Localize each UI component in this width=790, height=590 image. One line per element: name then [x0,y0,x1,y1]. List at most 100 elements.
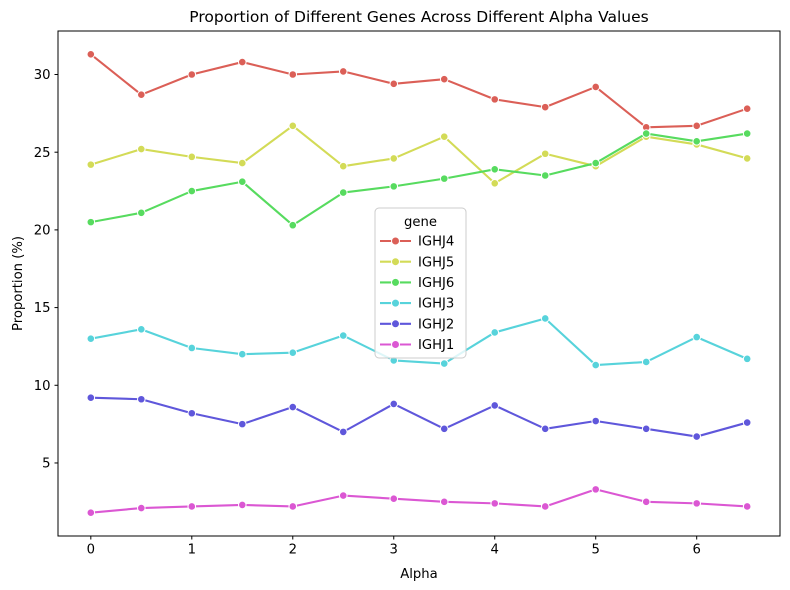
data-point-IGHJ4 [338,67,348,76]
legend-title: gene [404,215,437,230]
plot-border [57,30,781,537]
data-point-IGHJ4 [237,57,247,67]
y-tick-label: 20 [34,223,51,238]
data-point-IGHJ1 [288,502,298,511]
legend-swatch-marker [391,298,400,308]
data-point-IGHJ6 [692,137,701,146]
x-tick-label: 5 [592,543,600,558]
data-point-IGHJ3 [86,334,96,343]
data-point-IGHJ2 [591,416,601,426]
data-point-IGHJ5 [187,152,197,162]
legend-entry-label: IGHJ4 [418,235,454,250]
series-line-IGHJ6 [89,132,749,227]
data-point-IGHJ6 [288,220,298,230]
data-point-IGHJ2 [540,424,550,434]
data-point-IGHJ1 [540,502,550,511]
data-point-IGHJ5 [490,178,500,188]
data-point-IGHJ1 [237,500,247,510]
legend-entry-IGHJ4: IGHJ4 [380,235,454,250]
series-line-IGHJ4 [89,53,749,129]
data-point-IGHJ3 [187,343,197,353]
data-point-IGHJ6 [439,174,449,183]
data-point-IGHJ2 [439,424,449,434]
data-point-IGHJ4 [439,74,449,84]
data-point-IGHJ1 [591,485,601,494]
data-point-IGHJ1 [641,497,651,507]
data-point-IGHJ2 [187,408,197,418]
data-point-IGHJ4 [490,95,500,104]
legend-entry-label: IGHJ5 [418,255,454,270]
legend-entry-label: IGHJ6 [418,276,454,291]
series-line-IGHJ2 [89,396,749,438]
data-point-IGHJ6 [641,129,651,138]
series-layer [86,50,752,517]
x-tick-label: 6 [692,543,700,558]
data-point-IGHJ4 [137,90,146,100]
data-point-IGHJ6 [591,158,601,168]
data-point-IGHJ3 [490,328,500,337]
data-point-IGHJ3 [237,349,247,359]
data-point-IGHJ1 [338,491,348,500]
series-line-IGHJ1 [89,488,749,514]
data-point-IGHJ1 [86,508,96,517]
data-point-IGHJ1 [742,502,752,511]
data-point-IGHJ5 [137,144,146,154]
data-point-IGHJ1 [137,503,146,513]
data-point-IGHJ2 [237,419,247,429]
data-point-IGHJ3 [641,357,651,367]
data-point-IGHJ1 [187,502,197,511]
x-tick-label: 1 [188,543,196,558]
x-tick-label: 2 [289,543,297,558]
data-point-IGHJ6 [237,177,247,187]
data-point-IGHJ4 [288,70,298,79]
legend-entry-label: IGHJ1 [418,338,454,353]
ticks-layer: 0 1 2 3 4 5 6 5 10 15 20 25 30 [34,68,701,557]
data-point-IGHJ5 [237,158,247,168]
data-point-IGHJ3 [540,314,550,323]
x-tick-label: 4 [491,543,499,558]
legend-entry-IGHJ3: IGHJ3 [380,297,454,312]
x-tick-label: 3 [390,543,398,558]
legend-entry-IGHJ2: IGHJ2 [380,317,454,332]
data-point-IGHJ2 [86,393,96,403]
y-tick-label: 25 [34,146,51,161]
data-point-IGHJ5 [288,121,298,131]
data-point-IGHJ6 [86,217,96,227]
y-tick-label: 15 [34,301,51,316]
data-point-IGHJ5 [742,154,752,163]
data-point-IGHJ2 [137,394,146,404]
data-point-IGHJ2 [641,424,651,434]
data-point-IGHJ6 [540,171,550,180]
data-point-IGHJ1 [439,497,449,507]
data-point-IGHJ2 [490,401,500,410]
y-tick-label: 30 [34,68,51,83]
data-point-IGHJ6 [338,188,348,197]
data-point-IGHJ3 [692,332,701,342]
data-point-IGHJ2 [742,418,752,427]
x-axis-label: Alpha [400,567,438,582]
series-line-IGHJ3 [89,317,749,367]
data-point-IGHJ2 [692,432,701,441]
legend-swatch-marker [391,319,400,329]
legend: gene IGHJ4 IGHJ5 IGHJ6 IGHJ3 IGHJ2 IGHJ1 [374,207,467,359]
data-point-IGHJ5 [86,160,96,169]
data-point-IGHJ3 [338,331,348,340]
legend-entry-IGHJ6: IGHJ6 [380,276,454,291]
data-point-IGHJ3 [591,360,601,370]
data-point-IGHJ1 [389,494,399,504]
data-point-IGHJ2 [288,402,298,412]
legend-swatch-marker [391,236,400,246]
data-point-IGHJ6 [187,186,197,196]
data-point-IGHJ2 [338,427,348,437]
data-point-IGHJ1 [490,499,500,508]
y-tick-label: 10 [34,379,51,394]
data-point-IGHJ4 [187,70,197,79]
data-point-IGHJ4 [591,82,601,92]
data-point-IGHJ5 [389,154,399,163]
data-point-IGHJ2 [389,399,399,409]
data-point-IGHJ4 [692,121,701,131]
y-tick-label: 5 [42,457,50,472]
chart-title: Proportion of Different Genes Across Dif… [189,8,648,26]
